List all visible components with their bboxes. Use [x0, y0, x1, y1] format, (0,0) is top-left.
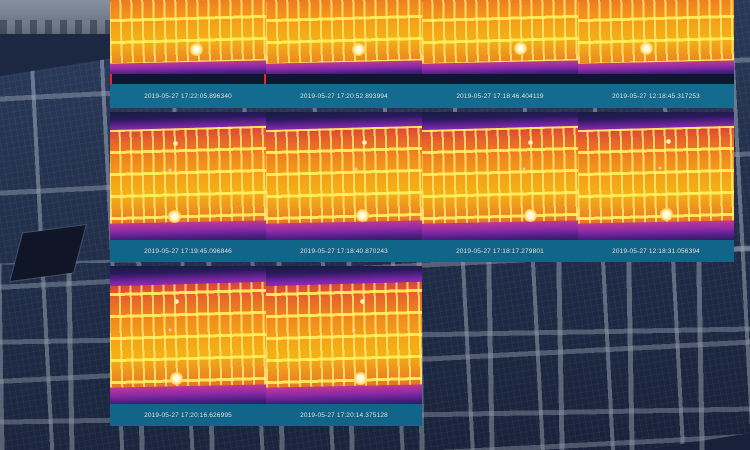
thermal-row-1: 2019-05-27 17:22:05.896340 2019-05-27 17…: [110, 0, 734, 108]
thermal-cool-band-bottom: [266, 384, 422, 404]
thermal-cool-band-bottom: [422, 220, 578, 240]
timestamp-text: 2019-05-27 12:18:45.317253: [612, 92, 700, 100]
thermal-cool-band-bottom: [110, 220, 266, 240]
timestamp-text: 2019-05-27 17:19:45.096846: [144, 247, 232, 255]
thermal-image: [110, 0, 266, 74]
thermal-tile[interactable]: 2019-05-27 17:20:14.375128: [266, 266, 422, 426]
thermal-tile[interactable]: 2019-05-27 17:19:45.096846: [110, 112, 266, 262]
timestamp-caption: 2019-05-27 12:18:45.317253: [578, 84, 734, 108]
hotspot-marker: [524, 209, 537, 222]
timestamp-caption: 2019-05-27 17:19:45.096846: [110, 240, 266, 262]
thermal-tile[interactable]: 2019-05-27 17:18:17.279801: [422, 112, 578, 262]
thermal-tile[interactable]: 2019-05-27 17:20:16.626995: [110, 266, 266, 426]
hotspot-marker: [352, 328, 356, 332]
thermal-cool-band-bottom: [110, 60, 266, 74]
thermal-image: [578, 0, 734, 74]
thermal-cool-band-bottom: [266, 220, 422, 240]
thermal-row-2: 2019-05-27 17:19:45.096846 2019-05-27 17…: [110, 112, 734, 262]
thermal-tile[interactable]: 2019-05-27 17:18:40.870243: [266, 112, 422, 262]
thermal-image: [266, 112, 422, 240]
thermal-image: [110, 112, 266, 240]
hotspot-marker: [658, 166, 662, 170]
timestamp-caption: 2019-05-27 17:20:14.375128: [266, 404, 422, 426]
timestamp-caption: 2019-05-27 12:18:31.056394: [578, 240, 734, 262]
thermal-image-grid[interactable]: 2019-05-27 17:22:05.896340 2019-05-27 17…: [110, 0, 750, 426]
thermal-cool-band-bottom: [578, 220, 734, 240]
thermal-cool-band-bottom: [422, 60, 578, 74]
thermal-image: [422, 0, 578, 74]
hotspot-marker: [354, 372, 367, 385]
thermal-tile[interactable]: 2019-05-27 12:18:31.056394: [578, 112, 734, 262]
timestamp-caption: 2019-05-27 17:18:40.870243: [266, 240, 422, 262]
hotspot-marker: [528, 140, 533, 145]
hotspot-marker: [360, 299, 365, 304]
thermal-image: [266, 266, 422, 404]
timestamp-text: 2019-05-27 17:18:40.870243: [300, 247, 388, 255]
hotspot-marker: [168, 210, 181, 223]
timestamp-text: 2019-05-27 12:18:31.056394: [612, 247, 700, 255]
thermal-tile[interactable]: 2019-05-27 17:22:05.896340: [110, 0, 266, 108]
thermal-image: [578, 112, 734, 240]
thermal-cool-band-bottom: [578, 60, 734, 74]
hotspot-marker: [168, 328, 172, 332]
thermal-heat-body: [266, 281, 422, 401]
hotspot-marker: [352, 43, 365, 56]
thermal-tile[interactable]: 2019-05-27 12:18:45.317253: [578, 0, 734, 108]
hotspot-marker: [362, 140, 367, 145]
thermal-image: [110, 266, 266, 404]
thermal-tile[interactable]: 2019-05-27 17:20:52.893994: [266, 0, 422, 108]
hotspot-marker: [354, 167, 358, 171]
timestamp-caption: 2019-05-27 17:20:16.626995: [110, 404, 266, 426]
timestamp-caption: 2019-05-27 17:18:17.279801: [422, 240, 578, 262]
thermal-row-3: 2019-05-27 17:20:16.626995 2019-05-27 17…: [110, 266, 422, 426]
thermal-image: [422, 112, 578, 240]
hotspot-marker: [170, 372, 183, 385]
hotspot-marker: [174, 299, 179, 304]
hotspot-marker: [514, 42, 527, 55]
hotspot-marker: [168, 168, 172, 172]
timestamp-caption: 2019-05-27 17:22:05.896340: [110, 84, 266, 108]
timestamp-text: 2019-05-27 17:20:16.626995: [144, 411, 232, 419]
thermal-heat-body: [110, 281, 266, 401]
hotspot-marker: [356, 209, 369, 222]
thermal-cool-band-bottom: [110, 384, 266, 404]
thermal-tile[interactable]: 2019-05-27 17:18:46.404119: [422, 0, 578, 108]
hotspot-marker: [640, 42, 653, 55]
hotspot-marker: [666, 139, 671, 144]
timestamp-text: 2019-05-27 17:18:17.279801: [456, 247, 544, 255]
hotspot-marker: [522, 167, 526, 171]
thermal-image: [266, 0, 422, 74]
timestamp-caption: 2019-05-27 17:20:52.893994: [266, 84, 422, 108]
timestamp-text: 2019-05-27 17:20:52.893994: [300, 92, 388, 100]
timestamp-caption: 2019-05-27 17:18:46.404119: [422, 84, 578, 108]
hotspot-marker: [190, 43, 203, 56]
timestamp-text: 2019-05-27 17:20:14.375128: [300, 411, 388, 419]
hotspot-marker: [660, 208, 673, 221]
timestamp-text: 2019-05-27 17:22:05.896340: [144, 92, 232, 100]
timestamp-text: 2019-05-27 17:18:46.404119: [456, 92, 544, 100]
thermal-cool-band-bottom: [266, 60, 422, 74]
hotspot-marker: [173, 141, 178, 146]
